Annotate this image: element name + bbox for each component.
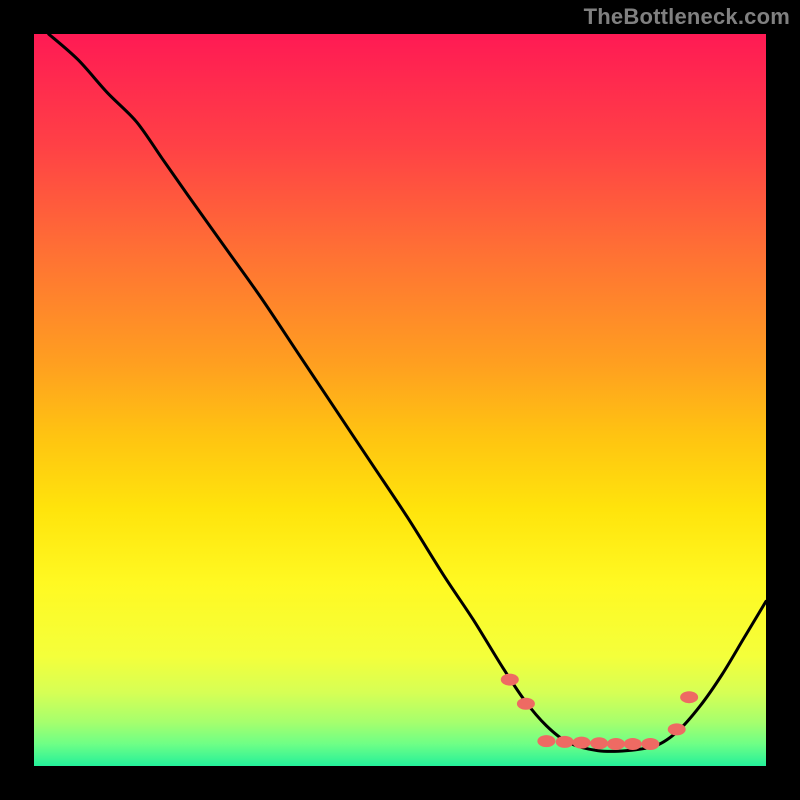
optimal-marker	[517, 698, 535, 710]
optimal-marker	[501, 674, 519, 686]
optimal-marker	[590, 737, 608, 749]
optimal-marker	[573, 737, 591, 749]
optimal-marker	[537, 735, 555, 747]
chart-container: TheBottleneck.com	[0, 0, 800, 800]
plot-area	[34, 34, 766, 766]
optimal-marker	[624, 738, 642, 750]
optimal-marker	[680, 691, 698, 703]
optimal-marker	[641, 738, 659, 750]
chart-svg	[34, 34, 766, 766]
optimal-marker	[556, 736, 574, 748]
watermark-text: TheBottleneck.com	[584, 4, 790, 30]
gradient-background	[34, 34, 766, 766]
optimal-marker	[607, 738, 625, 750]
optimal-marker	[668, 723, 686, 735]
